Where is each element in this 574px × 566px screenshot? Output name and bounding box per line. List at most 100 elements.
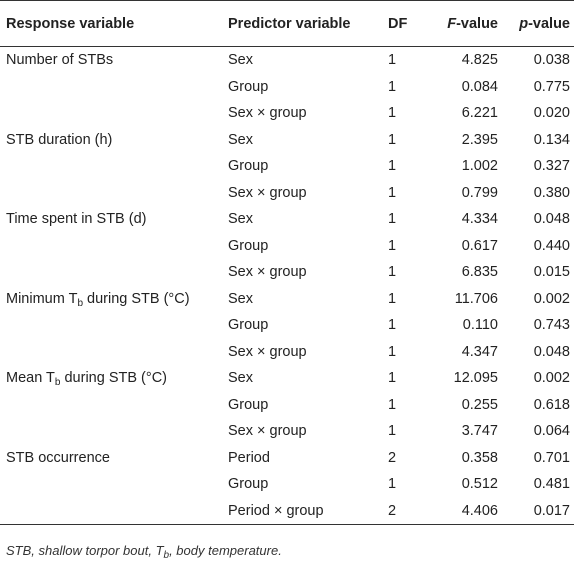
cell-p-value: 0.002 <box>533 370 570 387</box>
cell-df: 1 <box>388 317 397 334</box>
cell-df: 1 <box>388 423 397 440</box>
anova-results-table: Response variable Predictor variable DF … <box>0 0 574 525</box>
cell-df: 1 <box>388 237 397 254</box>
cell-f-value: 4.347 <box>461 343 498 360</box>
cell-df: 1 <box>388 370 397 387</box>
header-f-value: F-value <box>430 1 502 47</box>
cell-response-variable <box>0 100 222 127</box>
table-row: Sex × group 1 4.347 0.048 <box>0 339 574 366</box>
cell-df: 2 <box>388 502 397 519</box>
table-row: Sex × group 1 3.747 0.064 <box>0 418 574 445</box>
cell-predictor-variable: Period <box>228 449 270 466</box>
cell-p-value: 0.440 <box>533 237 570 254</box>
response-text-pre: Minimum T <box>6 290 78 307</box>
anova-table-container: Response variable Predictor variable DF … <box>0 0 574 525</box>
table-row: Number of STBs Sex 1 4.825 0.038 <box>0 47 574 74</box>
cell-df: 1 <box>388 396 397 413</box>
cell-p-value: 0.064 <box>533 423 570 440</box>
cell-predictor-variable: Sex × group <box>228 343 307 360</box>
cell-df: 1 <box>388 131 397 148</box>
cell-p-value: 0.017 <box>533 502 570 519</box>
header-p-value: p-value <box>502 1 574 47</box>
table-row: Time spent in STB (d) Sex 1 4.334 0.048 <box>0 206 574 233</box>
cell-f-value: 6.221 <box>461 105 498 122</box>
cell-p-value: 0.015 <box>533 264 570 281</box>
cell-predictor-variable: Group <box>228 237 269 254</box>
header-p-italic: p <box>519 15 529 32</box>
cell-f-value: 0.799 <box>461 184 498 201</box>
cell-predictor-variable: Period × group <box>228 502 324 519</box>
table-row: Sex × group 1 6.835 0.015 <box>0 259 574 286</box>
cell-response-variable <box>0 339 222 366</box>
table-footnote: STB, shallow torpor bout, Tb, body tempe… <box>6 543 282 561</box>
cell-response-variable <box>0 418 222 445</box>
cell-f-value: 12.095 <box>453 370 498 387</box>
table-row: Group 1 1.002 0.327 <box>0 153 574 180</box>
table-header: Response variable Predictor variable DF … <box>0 0 574 47</box>
cell-predictor-variable: Sex <box>228 370 253 387</box>
cell-f-value: 2.395 <box>461 131 498 148</box>
header-f-italic: F <box>447 15 457 32</box>
table-row: Group 1 0.512 0.481 <box>0 471 574 498</box>
response-text-pre: Mean T <box>6 370 55 387</box>
cell-f-value: 0.512 <box>461 476 498 493</box>
cell-f-value: 1.002 <box>461 158 498 175</box>
table-row: Sex × group 1 6.221 0.020 <box>0 100 574 127</box>
cell-response-variable: Mean Tb during STB (°C) <box>0 365 222 392</box>
cell-predictor-variable: Sex <box>228 52 253 69</box>
cell-predictor-variable: Sex × group <box>228 264 307 281</box>
cell-predictor-variable: Sex × group <box>228 105 307 122</box>
header-predictor-variable: Predictor variable <box>228 15 351 32</box>
cell-f-value: 0.084 <box>461 78 498 95</box>
cell-p-value: 0.020 <box>533 105 570 122</box>
cell-response-variable <box>0 259 222 286</box>
cell-predictor-variable: Group <box>228 476 269 493</box>
cell-p-value: 0.743 <box>533 317 570 334</box>
cell-p-value: 0.618 <box>533 396 570 413</box>
footnote-sub: b <box>163 550 170 561</box>
cell-p-value: 0.775 <box>533 78 570 95</box>
table-row: Period × group 2 4.406 0.017 <box>0 498 574 525</box>
cell-predictor-variable: Sex × group <box>228 423 307 440</box>
cell-p-value: 0.038 <box>533 52 570 69</box>
cell-predictor-variable: Sex <box>228 211 253 228</box>
response-subscript: b <box>54 377 61 389</box>
cell-f-value: 4.334 <box>461 211 498 228</box>
cell-p-value: 0.327 <box>533 158 570 175</box>
cell-response-variable <box>0 392 222 419</box>
cell-response-variable: Number of STBs <box>6 52 114 69</box>
footnote-pre: STB, shallow torpor bout, T <box>6 543 164 558</box>
cell-response-variable: Time spent in STB (d) <box>6 211 147 228</box>
cell-df: 1 <box>388 52 397 69</box>
cell-f-value: 4.406 <box>461 502 498 519</box>
cell-predictor-variable: Sex <box>228 290 253 307</box>
cell-response-variable <box>0 498 222 525</box>
cell-df: 1 <box>388 476 397 493</box>
table-body: Number of STBs Sex 1 4.825 0.038 Group 1 0.084 0… <box>0 47 574 525</box>
cell-response-variable <box>0 233 222 260</box>
cell-df: 1 <box>388 184 397 201</box>
cell-f-value: 0.617 <box>461 237 498 254</box>
cell-f-value: 4.825 <box>461 52 498 69</box>
footnote-post: , body temperature. <box>169 543 282 558</box>
cell-f-value: 0.358 <box>461 449 498 466</box>
cell-response-variable <box>0 74 222 101</box>
table-row: Group 1 0.110 0.743 <box>0 312 574 339</box>
cell-predictor-variable: Group <box>228 158 269 175</box>
table-row: Mean Tb during STB (°C) Sex 1 12.095 0.002 <box>0 365 574 392</box>
cell-f-value: 3.747 <box>461 423 498 440</box>
header-response-variable: Response variable <box>6 15 135 32</box>
cell-df: 1 <box>388 158 397 175</box>
header-df: DF <box>388 15 408 32</box>
cell-df: 1 <box>388 343 397 360</box>
cell-df: 1 <box>388 211 397 228</box>
table-row: Sex × group 1 0.799 0.380 <box>0 180 574 207</box>
cell-p-value: 0.701 <box>533 449 570 466</box>
cell-p-value: 0.002 <box>533 290 570 307</box>
table-row: Group 1 0.084 0.775 <box>0 74 574 101</box>
cell-response-variable <box>0 312 222 339</box>
table-row: Group 1 0.255 0.618 <box>0 392 574 419</box>
cell-predictor-variable: Group <box>228 78 269 95</box>
cell-p-value: 0.134 <box>533 131 570 148</box>
response-subscript: b <box>77 297 83 309</box>
